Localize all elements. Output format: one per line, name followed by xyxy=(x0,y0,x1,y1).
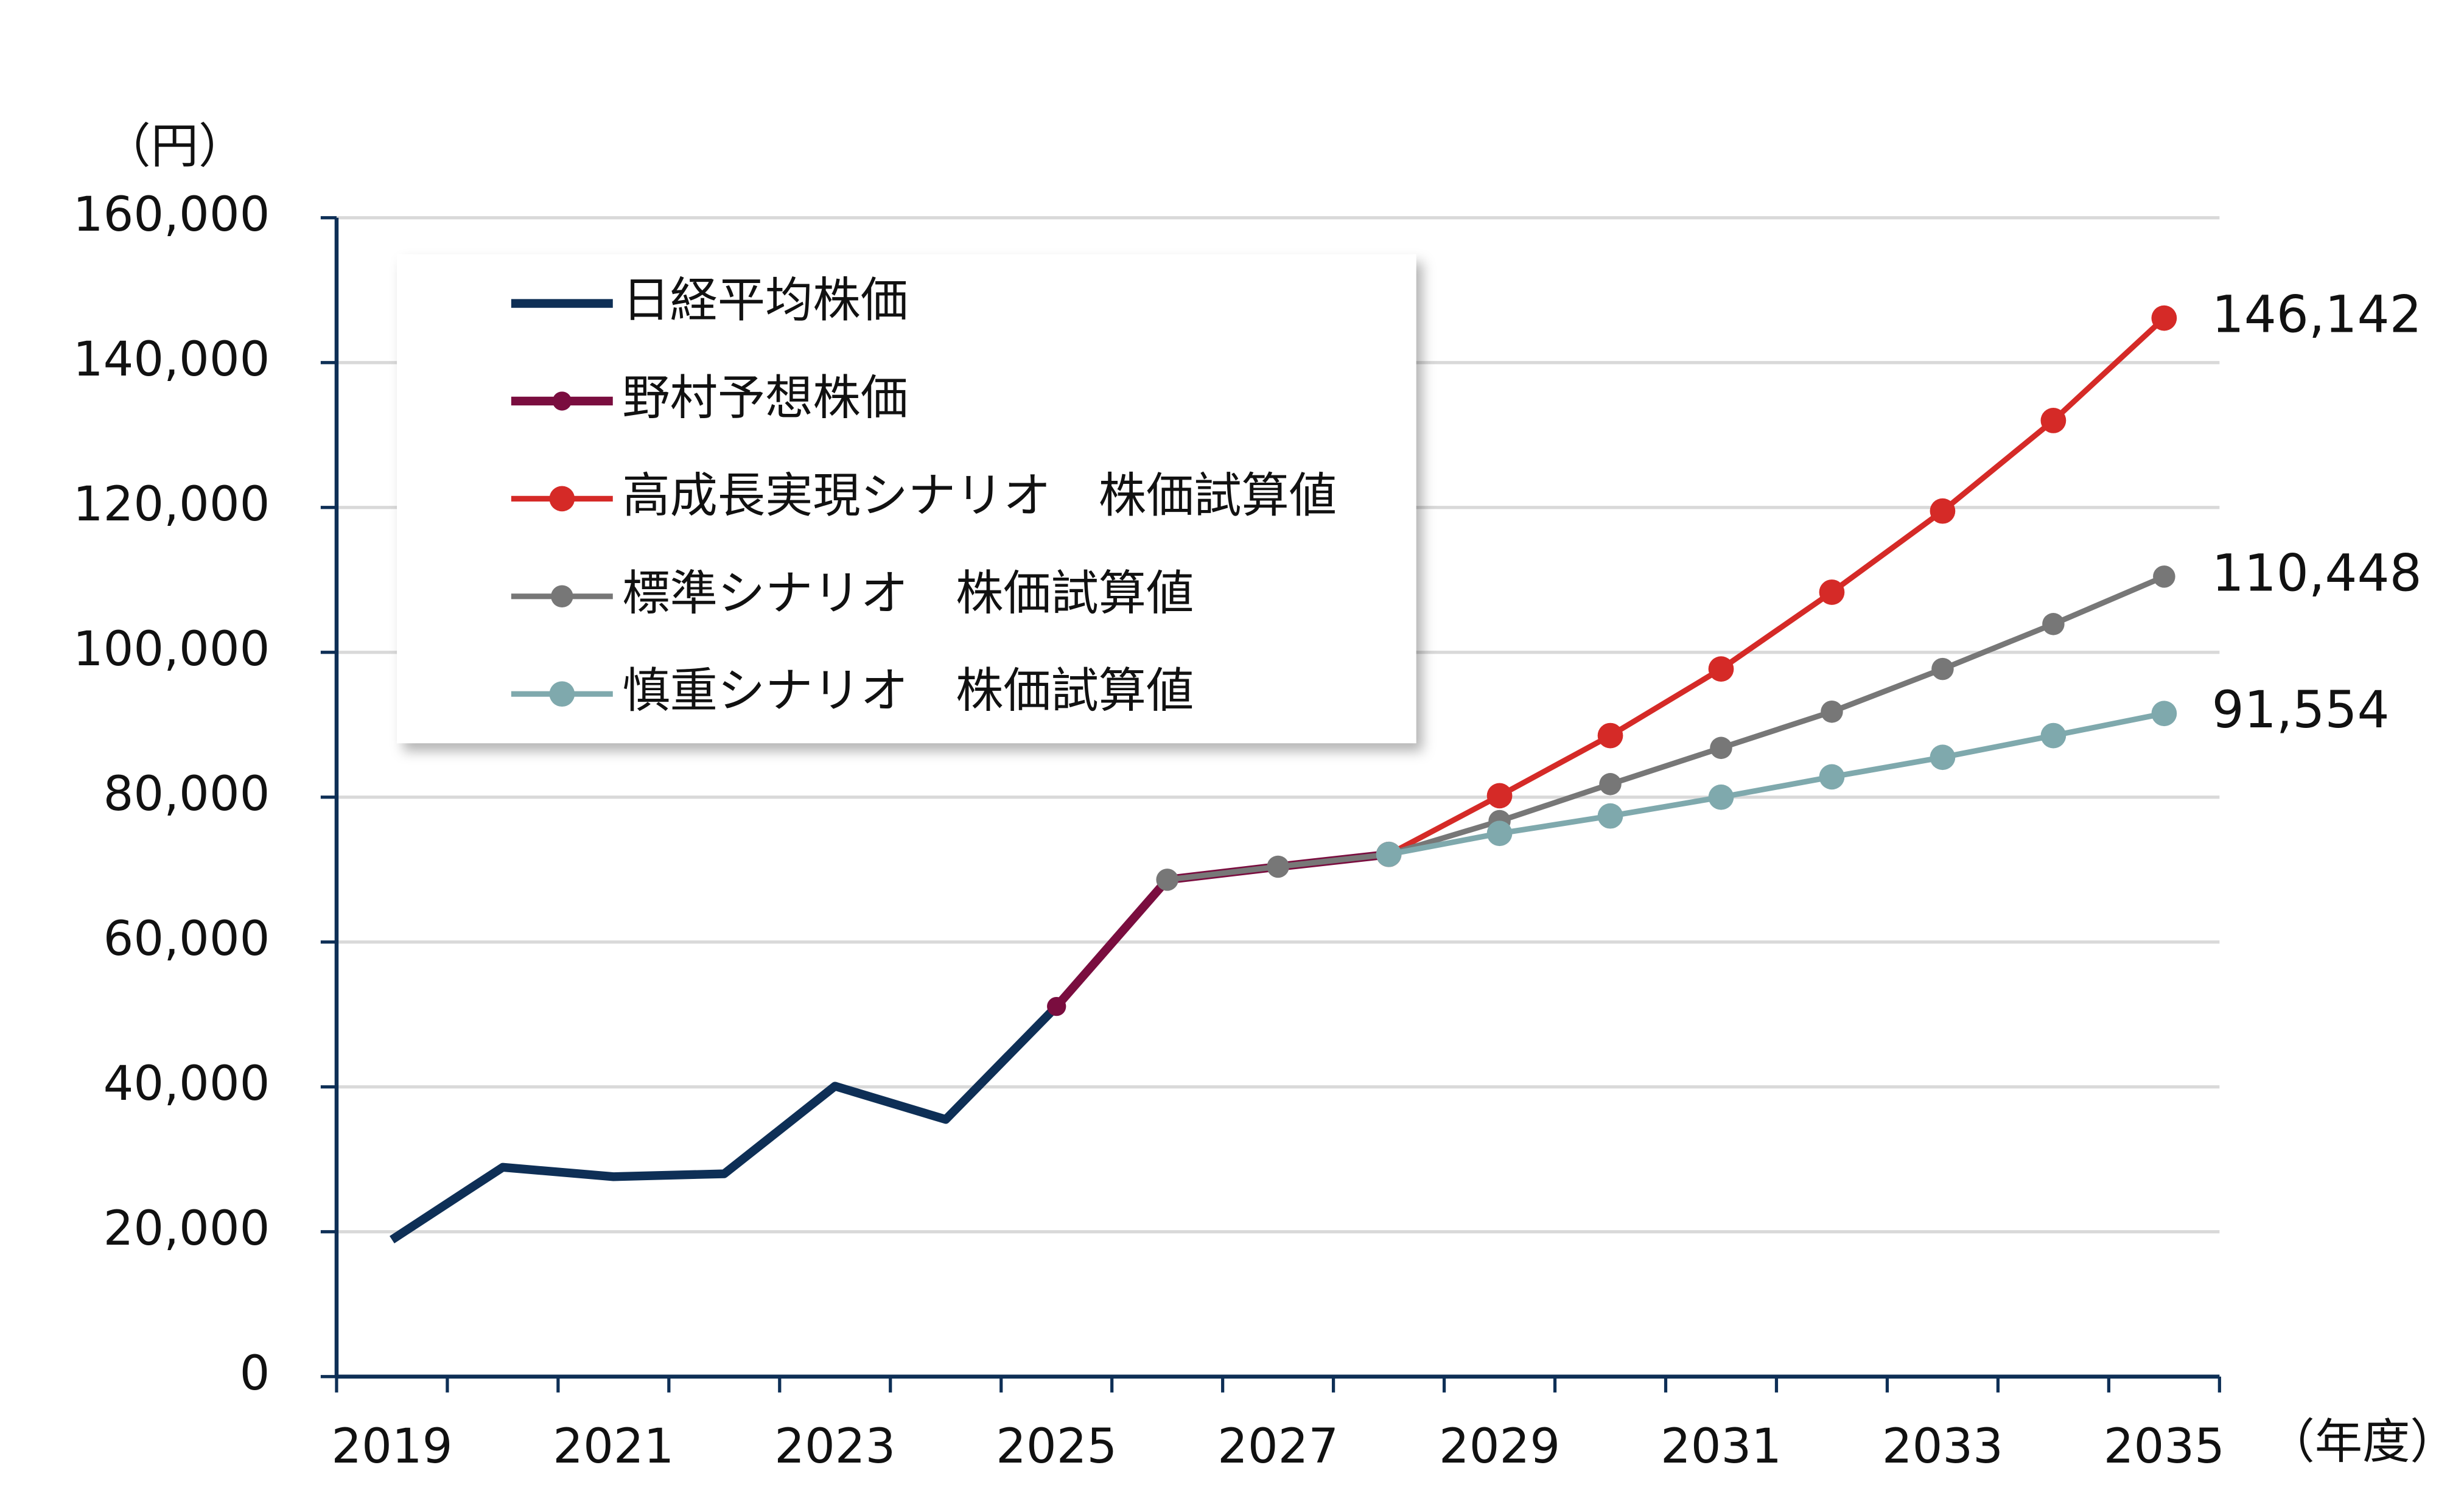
data-point xyxy=(2040,722,2067,749)
y-tick-label: 100,000 xyxy=(73,621,270,677)
x-tick-label: 2023 xyxy=(774,1419,895,1474)
data-point xyxy=(2040,408,2067,433)
series-line xyxy=(1053,850,1390,1010)
legend-marker xyxy=(551,585,573,608)
y-tick-label: 0 xyxy=(240,1346,270,1401)
data-point xyxy=(1486,820,1513,847)
x-tick-label: 2025 xyxy=(996,1419,1117,1474)
data-point xyxy=(2151,305,2177,331)
data-point xyxy=(1599,773,1622,795)
data-point xyxy=(1819,764,1845,790)
y-tick-label: 120,000 xyxy=(73,477,270,532)
value-label: 146,142 xyxy=(2212,285,2422,344)
data-point xyxy=(1047,996,1066,1016)
data-point xyxy=(1931,657,1954,680)
legend-label: 慎重シナリオ 株価試算値 xyxy=(622,663,1194,719)
y-tick-label: 20,000 xyxy=(103,1201,270,1256)
data-point xyxy=(1821,701,1843,723)
data-point xyxy=(2153,565,2175,588)
y-unit: （円） xyxy=(103,119,247,174)
x-tick-label: 2031 xyxy=(1661,1419,1782,1474)
x-tick-label: 2035 xyxy=(2104,1419,2225,1474)
series-line xyxy=(390,1003,1060,1243)
series-line xyxy=(1167,574,2166,883)
y-tick-label: 140,000 xyxy=(73,332,270,387)
y-tick-label: 60,000 xyxy=(103,911,270,967)
data-point xyxy=(1597,722,1623,749)
data-point xyxy=(1708,784,1734,810)
x-tick-label: 2021 xyxy=(553,1419,674,1474)
legend-marker xyxy=(552,391,572,411)
data-point xyxy=(1819,579,1845,605)
value-label: 110,448 xyxy=(2212,544,2422,603)
data-point xyxy=(1710,736,1732,760)
data-point xyxy=(2042,613,2065,635)
legend-label: 日経平均株価 xyxy=(622,273,908,328)
data-point xyxy=(1486,783,1513,809)
data-point xyxy=(2151,701,2177,727)
y-tick-label: 80,000 xyxy=(103,766,270,822)
data-point xyxy=(1597,803,1623,829)
legend-label: 高成長実現シナリオ 株価試算値 xyxy=(622,468,1337,523)
data-point xyxy=(1930,744,1956,771)
legend-marker xyxy=(549,681,575,707)
data-point xyxy=(1708,656,1734,682)
series-line xyxy=(1388,710,2165,858)
value-label: 91,554 xyxy=(2212,680,2390,740)
legend-label: 標準シナリオ 株価試算値 xyxy=(622,565,1194,621)
y-tick-label: 160,000 xyxy=(73,187,270,242)
series-line xyxy=(1387,316,2166,857)
x-tick-label: 2019 xyxy=(331,1419,452,1474)
data-point xyxy=(1930,498,1956,524)
legend-label: 野村予想株価 xyxy=(622,370,908,425)
x-tick-label: 2029 xyxy=(1439,1419,1560,1474)
legend-marker xyxy=(549,486,575,512)
x-unit: （年度） xyxy=(2267,1414,2458,1469)
data-point xyxy=(1267,855,1289,878)
x-tick-label: 2027 xyxy=(1217,1419,1339,1474)
data-point xyxy=(1376,841,1402,867)
data-point xyxy=(1156,869,1178,891)
y-tick-label: 40,000 xyxy=(103,1056,270,1111)
x-tick-label: 2033 xyxy=(1882,1419,2003,1474)
